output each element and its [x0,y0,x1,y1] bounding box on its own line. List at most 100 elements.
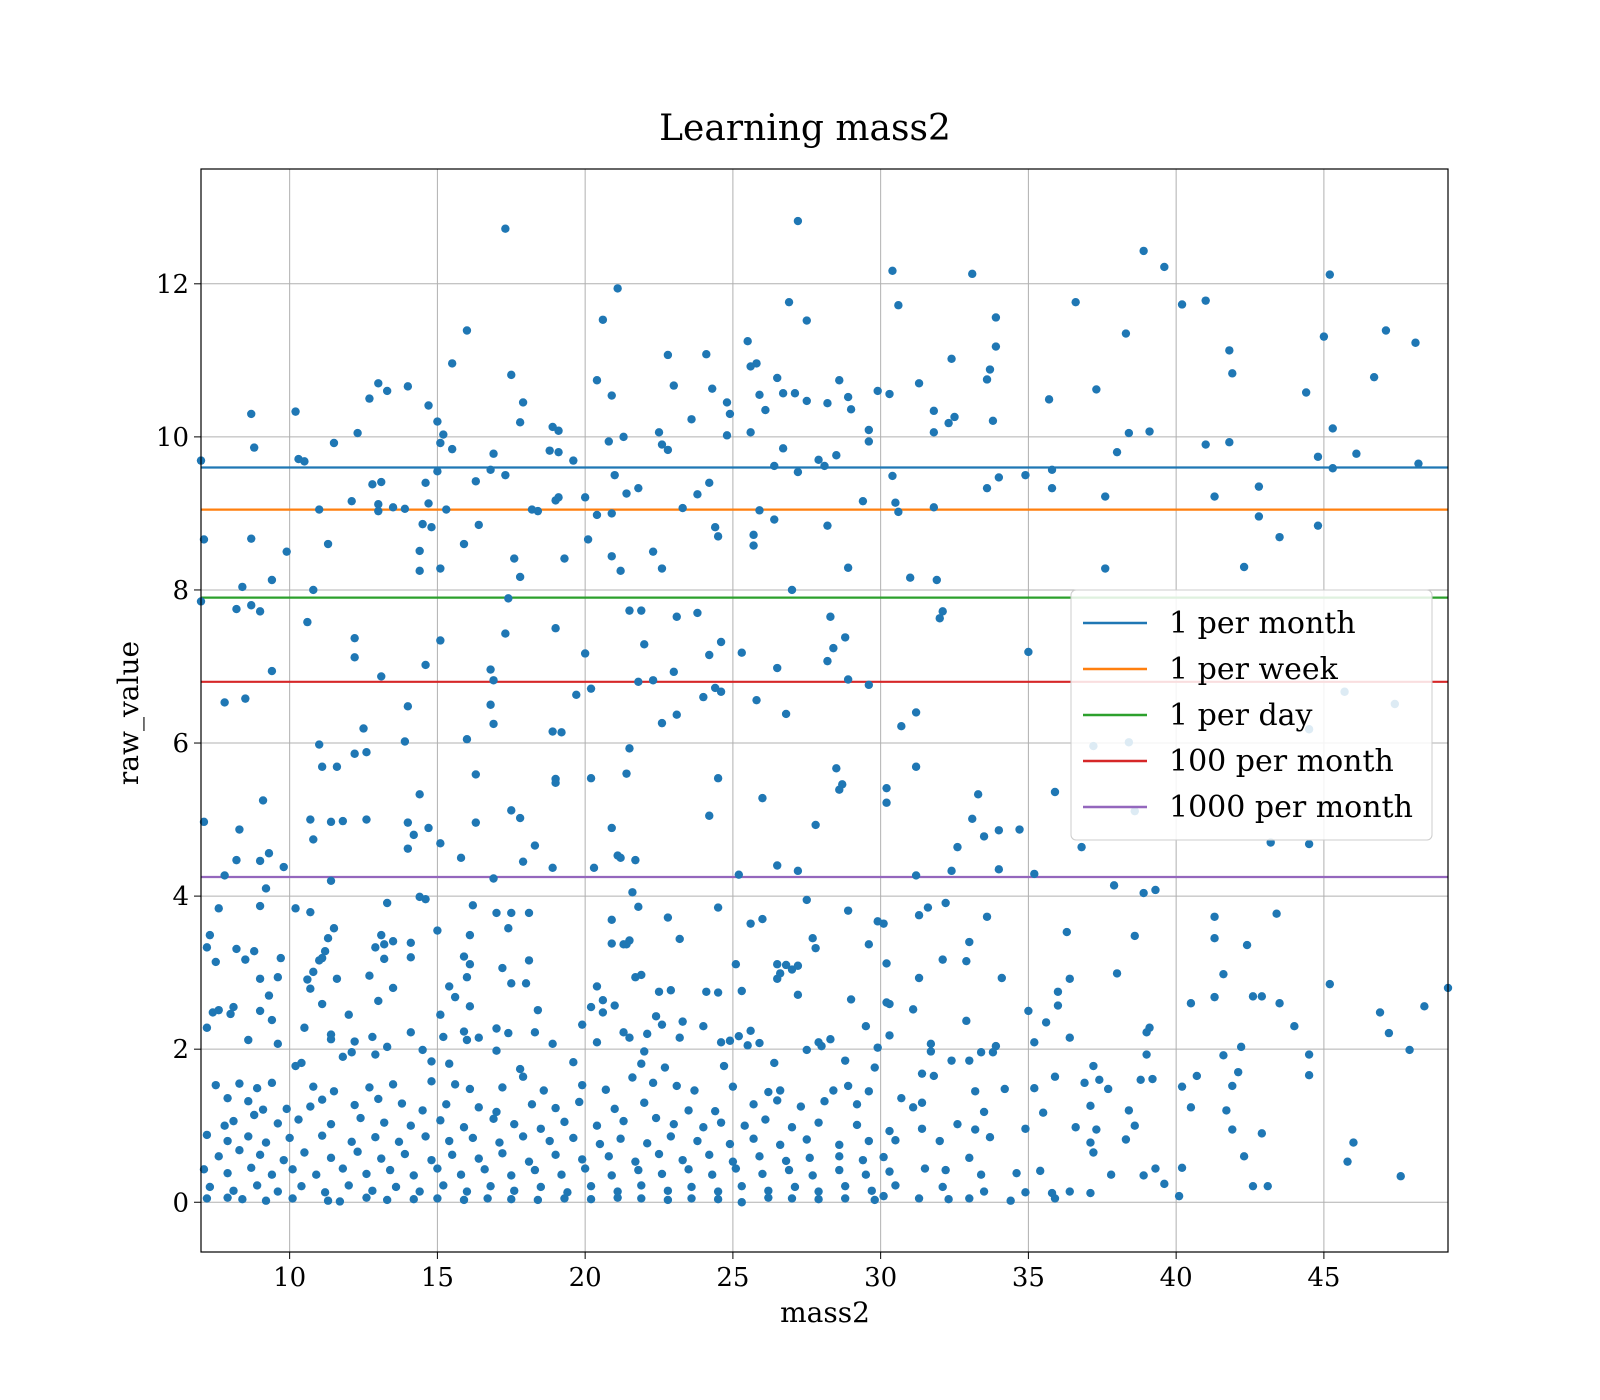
y-tick-label: 0 [172,1188,189,1218]
scatter-point [255,1006,265,1016]
scatter-point [932,575,941,585]
scatter-point [427,1057,436,1066]
scatter-point [716,1038,726,1047]
scatter-point [507,979,516,988]
scatter-point [843,392,853,402]
scatter-point [728,1157,738,1166]
scatter-point [773,861,782,870]
scatter-point [515,1064,525,1074]
scatter-point [518,1132,528,1141]
scatter-point [897,1093,906,1103]
scatter-point [1050,1194,1060,1203]
scatter-point [1015,825,1024,834]
scatter-point [607,391,616,400]
scatter-point [572,690,581,700]
scatter-point [814,1194,823,1204]
scatter-point [332,762,342,771]
scatter-point [758,793,767,803]
scatter-point [294,1115,303,1124]
scatter-point [1225,346,1234,355]
scatter-point [536,1182,546,1192]
scatter-point [802,895,811,905]
scatter-point [1325,270,1335,279]
scatter-point [840,633,850,642]
scatter-point [317,1131,327,1140]
scatter-point [406,953,416,962]
scatter-point [199,1165,209,1174]
scatter-point [817,1041,826,1051]
scatter-point [533,1005,543,1015]
scatter-point [350,653,359,662]
scatter-point [486,700,495,709]
scatter-point [220,1121,229,1130]
scatter-point [267,1015,277,1025]
scatter-point [1050,787,1060,797]
scatter-point [403,818,413,827]
scatter-point [332,974,342,983]
scatter-point [808,933,817,943]
scatter-point [991,313,1001,322]
scatter-point [374,500,383,509]
scatter-point [938,955,947,964]
scatter-point [220,871,229,880]
scatter-point [380,1118,389,1127]
scatter-point [489,449,498,458]
scatter-point [690,1086,699,1095]
scatter-point [380,940,389,949]
scatter-point [560,554,569,563]
scatter-point [852,1100,862,1109]
scatter-point [604,437,613,446]
scatter-point [1210,912,1219,921]
scatter-point [211,1080,220,1090]
scatter-point [1151,885,1160,895]
scatter-point [592,982,602,991]
scatter-point [530,841,540,850]
scatter-point [947,866,956,876]
scatter-point [965,937,974,947]
scatter-point [764,1186,773,1195]
scatter-point [1177,1082,1187,1091]
scatter-point [976,1170,986,1179]
scatter-point [261,1196,271,1205]
scatter-point [737,1181,746,1191]
scatter-point [758,1169,767,1179]
scatter-point [580,1164,590,1173]
scatter-point [1319,332,1329,341]
scatter-point [926,1039,936,1049]
scatter-point [994,826,1004,835]
scatter-point [536,1124,546,1133]
scatter-point [814,455,823,465]
scatter-point [793,961,803,970]
scatter-point [867,1186,876,1195]
scatter-point [637,606,646,615]
scatter-point [279,1155,288,1165]
scatter-point [362,1169,371,1179]
scatter-point [716,687,726,696]
scatter-point [255,974,265,983]
x-tick-label: 40 [1160,1263,1193,1293]
scatter-point [1304,1070,1314,1080]
scatter-point [654,987,664,996]
scatter-point [347,1048,356,1057]
scatter-point [388,1080,398,1089]
scatter-point [923,903,933,912]
scatter-point [613,1193,622,1202]
scatter-point [749,1100,758,1109]
scatter-point [1192,1071,1202,1081]
scatter-point [577,1080,587,1090]
scatter-point [773,1096,782,1105]
scatter-point [1219,1051,1228,1060]
scatter-point [651,1012,661,1021]
scatter-point [586,1181,596,1191]
scatter-point [979,1187,989,1196]
scatter-point [897,721,906,731]
scatter-point [598,995,608,1005]
scatter-point [997,973,1006,983]
scatter-point [778,444,788,453]
scatter-point [637,1194,646,1203]
scatter-point [459,1027,469,1036]
scatter-point [944,1194,953,1204]
scatter-point [864,940,874,949]
scatter-point [1136,1075,1145,1084]
